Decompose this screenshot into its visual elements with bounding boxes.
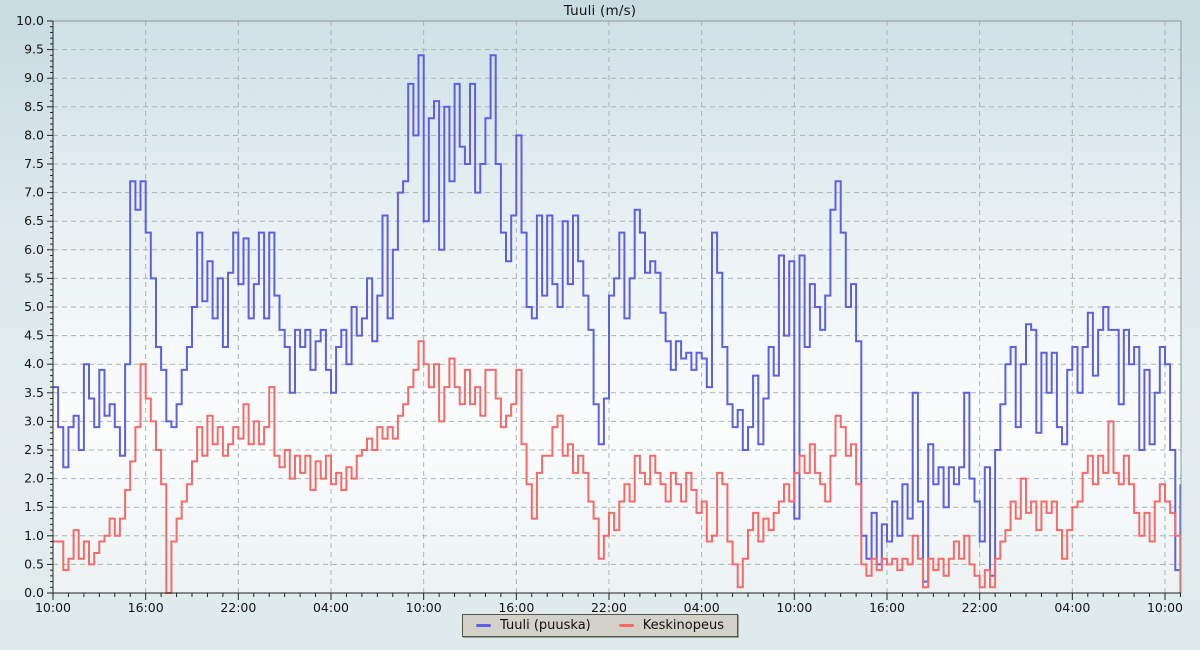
chart-title: Tuuli (m/s) xyxy=(563,3,637,19)
y-tick-label: 0.0 xyxy=(24,585,44,600)
y-tick-label: 2.0 xyxy=(24,471,44,486)
legend-item-label: Tuuli (puuska) xyxy=(500,618,591,633)
x-tick-label: 10:00 xyxy=(35,600,71,615)
x-tick-label: 22:00 xyxy=(220,600,256,615)
y-tick-label: 3.0 xyxy=(24,413,44,428)
y-tick-label: 5.5 xyxy=(24,270,44,285)
x-tick-label: 22:00 xyxy=(962,600,998,615)
legend-item: Keskinopeus xyxy=(618,618,724,633)
y-tick-label: 6.0 xyxy=(24,242,44,257)
grid-lines xyxy=(53,21,1181,593)
x-tick-label: 10:00 xyxy=(1147,600,1183,615)
legend-item: Tuuli (puuska) xyxy=(476,618,591,633)
legend-line-icon xyxy=(618,624,634,627)
series-line-keskinopeus xyxy=(53,340,1182,594)
y-tick-label: 4.0 xyxy=(24,356,44,371)
y-tick-label: 9.5 xyxy=(24,42,44,57)
y-tick-label: 1.5 xyxy=(24,499,44,514)
x-tick-label: 10:00 xyxy=(406,600,442,615)
x-tick-label: 16:00 xyxy=(498,600,534,615)
y-tick-label: 7.0 xyxy=(24,185,44,200)
y-tick-label: 2.5 xyxy=(24,442,44,457)
y-tick-label: 4.5 xyxy=(24,328,44,343)
x-tick-label: 10:00 xyxy=(776,600,812,615)
y-tick-label: 8.0 xyxy=(24,127,44,142)
y-tick-label: 0.5 xyxy=(24,556,44,571)
y-tick-label: 9.0 xyxy=(24,70,44,85)
legend: Tuuli (puuska) Keskinopeus xyxy=(462,614,738,637)
axes xyxy=(47,20,1182,600)
y-tick-label: 10.0 xyxy=(16,13,44,28)
x-tick-label: 04:00 xyxy=(313,600,349,615)
x-tick-label: 16:00 xyxy=(869,600,905,615)
y-tick-label: 6.5 xyxy=(24,213,44,228)
y-tick-label: 8.5 xyxy=(24,99,44,114)
y-tick-label: 7.5 xyxy=(24,156,44,171)
x-tick-label: 04:00 xyxy=(684,600,720,615)
x-tick-label: 22:00 xyxy=(591,600,627,615)
legend-item-label: Keskinopeus xyxy=(642,618,724,633)
axis-tick-labels: 10:00 16:00 22:00 04:00 10:00 16:00 22:00 04:00… xyxy=(16,13,1183,615)
series-lines xyxy=(53,54,1182,594)
x-tick-label: 16:00 xyxy=(128,600,164,615)
y-tick-label: 1.0 xyxy=(24,528,44,543)
legend-line-icon xyxy=(476,624,492,627)
y-tick-label: 3.5 xyxy=(24,385,44,400)
x-tick-label: 04:00 xyxy=(1054,600,1090,615)
y-tick-label: 5.0 xyxy=(24,299,44,314)
